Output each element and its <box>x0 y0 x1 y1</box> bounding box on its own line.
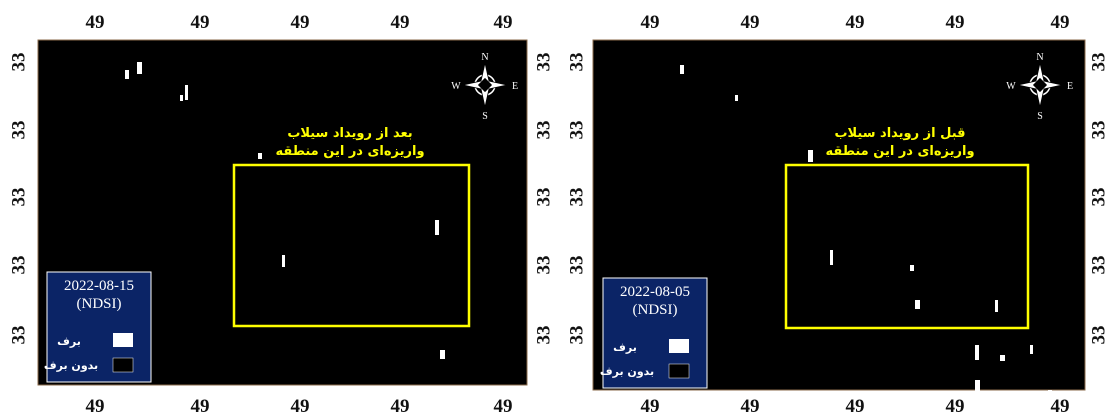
right-tick-label: 33 <box>533 121 554 140</box>
bottom-tick-label: 49 <box>191 396 210 417</box>
left-tick-label: 33 <box>8 121 29 140</box>
left-tick-label: 33 <box>566 188 587 207</box>
top-tick-label: 49 <box>846 12 865 33</box>
left-tick-label: 33 <box>8 53 29 72</box>
top-tick-label: 49 <box>291 12 310 33</box>
bottom-tick-label: 49 <box>946 396 965 417</box>
snow-patch <box>440 350 445 359</box>
snow-patch <box>185 85 188 100</box>
compass-e: E <box>512 81 518 92</box>
snow-patch <box>1000 355 1005 361</box>
legend-label: برف <box>57 335 81 348</box>
snow-patch <box>435 220 439 235</box>
bottom-tick-label: 49 <box>86 396 105 417</box>
left-tick-label: 33 <box>566 256 587 275</box>
left-tick-label: 33 <box>8 256 29 275</box>
snow-patch <box>137 62 142 74</box>
right-tick-label: 33 <box>533 53 554 72</box>
compass-s: S <box>482 111 488 122</box>
snow-patch <box>180 95 183 101</box>
top-tick-label: 49 <box>741 12 760 33</box>
right-tick-label: 33 <box>533 188 554 207</box>
right-tick-label: 33 <box>1088 53 1109 72</box>
bottom-tick-label: 49 <box>494 396 513 417</box>
compass-e: E <box>1067 81 1073 92</box>
annotation-line: واریزه‌ای در این منطقه <box>825 144 974 159</box>
left-tick-label: 33 <box>566 53 587 72</box>
legend-index: (NDSI) <box>633 302 678 318</box>
snow-patch <box>830 250 833 265</box>
top-tick-label: 49 <box>641 12 660 33</box>
top-tick-label: 49 <box>946 12 965 33</box>
top-tick-label: 49 <box>86 12 105 33</box>
snow-patch <box>995 300 998 312</box>
compass-w: W <box>1006 81 1016 92</box>
bottom-tick-label: 49 <box>846 396 865 417</box>
bottom-tick-label: 49 <box>641 396 660 417</box>
snow-patch <box>975 380 980 395</box>
compass-s: S <box>1037 111 1043 122</box>
legend-label: برف <box>613 341 637 354</box>
top-tick-label: 49 <box>494 12 513 33</box>
right-tick-label: 33 <box>1088 256 1109 275</box>
map-panel: 49 49 49 49 49 49 49 49 49 49 33 33 33 33 33 33 33 33 33 33… <box>566 12 1109 417</box>
left-tick-label: 33 <box>566 121 587 140</box>
top-tick-label: 49 <box>391 12 410 33</box>
legend-swatch-snow <box>113 333 133 347</box>
right-tick-label: 33 <box>533 326 554 345</box>
legend-label: بدون برف <box>44 359 98 372</box>
legend-date: 2022-08-05 <box>620 284 690 300</box>
snow-patch <box>282 255 285 267</box>
annotation-line: واریزه‌ای در این منطقه <box>275 144 424 159</box>
legend-index: (NDSI) <box>77 296 122 312</box>
snow-patch <box>910 265 914 271</box>
snow-patch <box>258 153 262 159</box>
bottom-tick-label: 49 <box>291 396 310 417</box>
snow-patch <box>125 70 129 79</box>
snow-patch <box>1030 345 1033 354</box>
annotation-line: قبل از رویداد سیلاب <box>834 126 965 141</box>
top-tick-label: 49 <box>191 12 210 33</box>
snow-patch <box>680 65 684 74</box>
compass-n: N <box>481 52 488 63</box>
bottom-tick-label: 49 <box>391 396 410 417</box>
bottom-tick-label: 49 <box>741 396 760 417</box>
compass-w: W <box>451 81 461 92</box>
annotation-line: بعد از رویداد سیلاب <box>287 126 412 141</box>
legend-swatch-nosnow <box>113 358 133 372</box>
snow-patch <box>808 150 813 162</box>
legend-date: 2022-08-15 <box>64 278 134 294</box>
snow-patch <box>975 345 979 360</box>
snow-patch <box>735 95 738 101</box>
map-figure: 49 49 49 49 49 49 49 49 49 49 33 33 33 33 33 33 33 33 33 33… <box>0 0 1110 417</box>
right-tick-label: 33 <box>1088 188 1109 207</box>
legend-swatch-snow <box>669 339 689 353</box>
right-tick-label: 33 <box>533 256 554 275</box>
right-tick-label: 33 <box>1088 326 1109 345</box>
map-panel: 49 49 49 49 49 49 49 49 49 49 33 33 33 33 33 33 33 33 33 33… <box>8 12 554 417</box>
left-tick-label: 33 <box>8 188 29 207</box>
legend-swatch-nosnow <box>669 364 689 378</box>
left-tick-label: 33 <box>566 326 587 345</box>
compass-n: N <box>1036 52 1043 63</box>
snow-patch <box>915 300 920 309</box>
top-tick-label: 49 <box>1051 12 1070 33</box>
right-tick-label: 33 <box>1088 121 1109 140</box>
left-tick-label: 33 <box>8 326 29 345</box>
bottom-tick-label: 49 <box>1051 396 1070 417</box>
legend-label: بدون برف <box>600 365 654 378</box>
